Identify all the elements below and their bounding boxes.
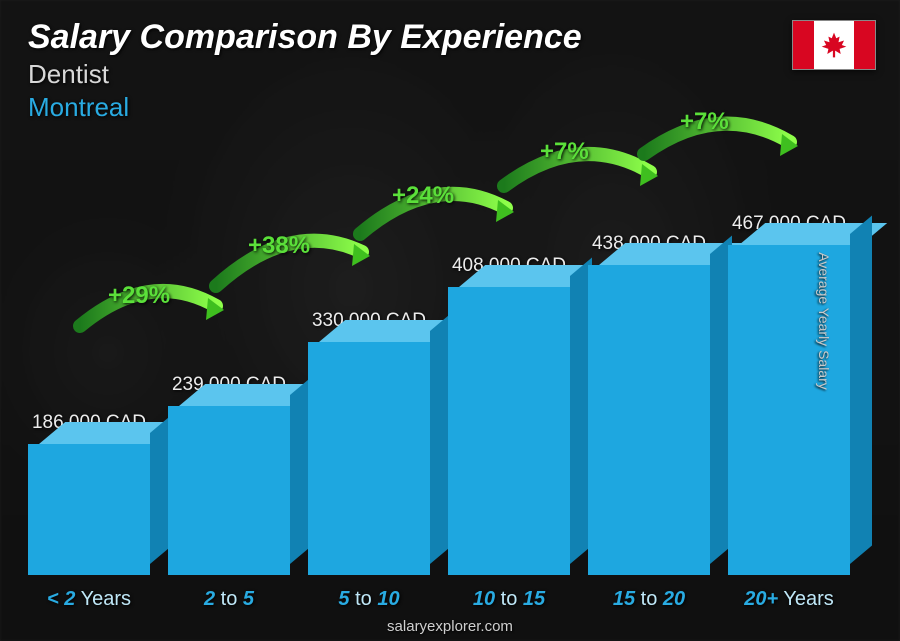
pct-change-label: +38% <box>248 232 310 260</box>
country-flag-canada <box>792 20 876 70</box>
x-axis-label: 2 to 5 <box>168 588 290 611</box>
bar <box>168 406 290 575</box>
bar-side-face <box>850 216 872 564</box>
bar-chart: 186,000 CAD 239,000 CAD 330,000 CAD 408,… <box>28 95 850 575</box>
job-title: Dentist <box>28 59 582 90</box>
y-axis-label: Average Yearly Salary <box>815 252 831 390</box>
flag-left-band <box>793 21 814 69</box>
page-title: Salary Comparison By Experience <box>28 18 582 57</box>
bar <box>448 287 570 575</box>
pct-change-label: +29% <box>108 282 170 310</box>
x-axis-label: 15 to 20 <box>588 588 710 611</box>
bar-column: 438,000 CAD <box>588 95 710 575</box>
bar <box>28 444 150 575</box>
bar-column: 330,000 CAD <box>308 95 430 575</box>
bar <box>588 265 710 575</box>
pct-change-label: +24% <box>392 182 454 210</box>
bar-column: 239,000 CAD <box>168 95 290 575</box>
bar-column: 408,000 CAD <box>448 95 570 575</box>
x-axis-label: 5 to 10 <box>308 588 430 611</box>
x-axis: < 2 Years 2 to 5 5 to 10 10 to 15 15 to 20 20… <box>28 588 850 611</box>
pct-change-label: +7% <box>540 138 589 166</box>
bar <box>308 342 430 575</box>
footer-source: salaryexplorer.com <box>0 618 900 635</box>
flag-right-band <box>854 21 875 69</box>
bar-column: 186,000 CAD <box>28 95 150 575</box>
maple-leaf-icon <box>820 31 848 59</box>
x-axis-label: 20+ Years <box>728 588 850 611</box>
pct-change-label: +7% <box>680 108 729 136</box>
x-axis-label: 10 to 15 <box>448 588 570 611</box>
x-axis-label: < 2 Years <box>28 588 150 611</box>
